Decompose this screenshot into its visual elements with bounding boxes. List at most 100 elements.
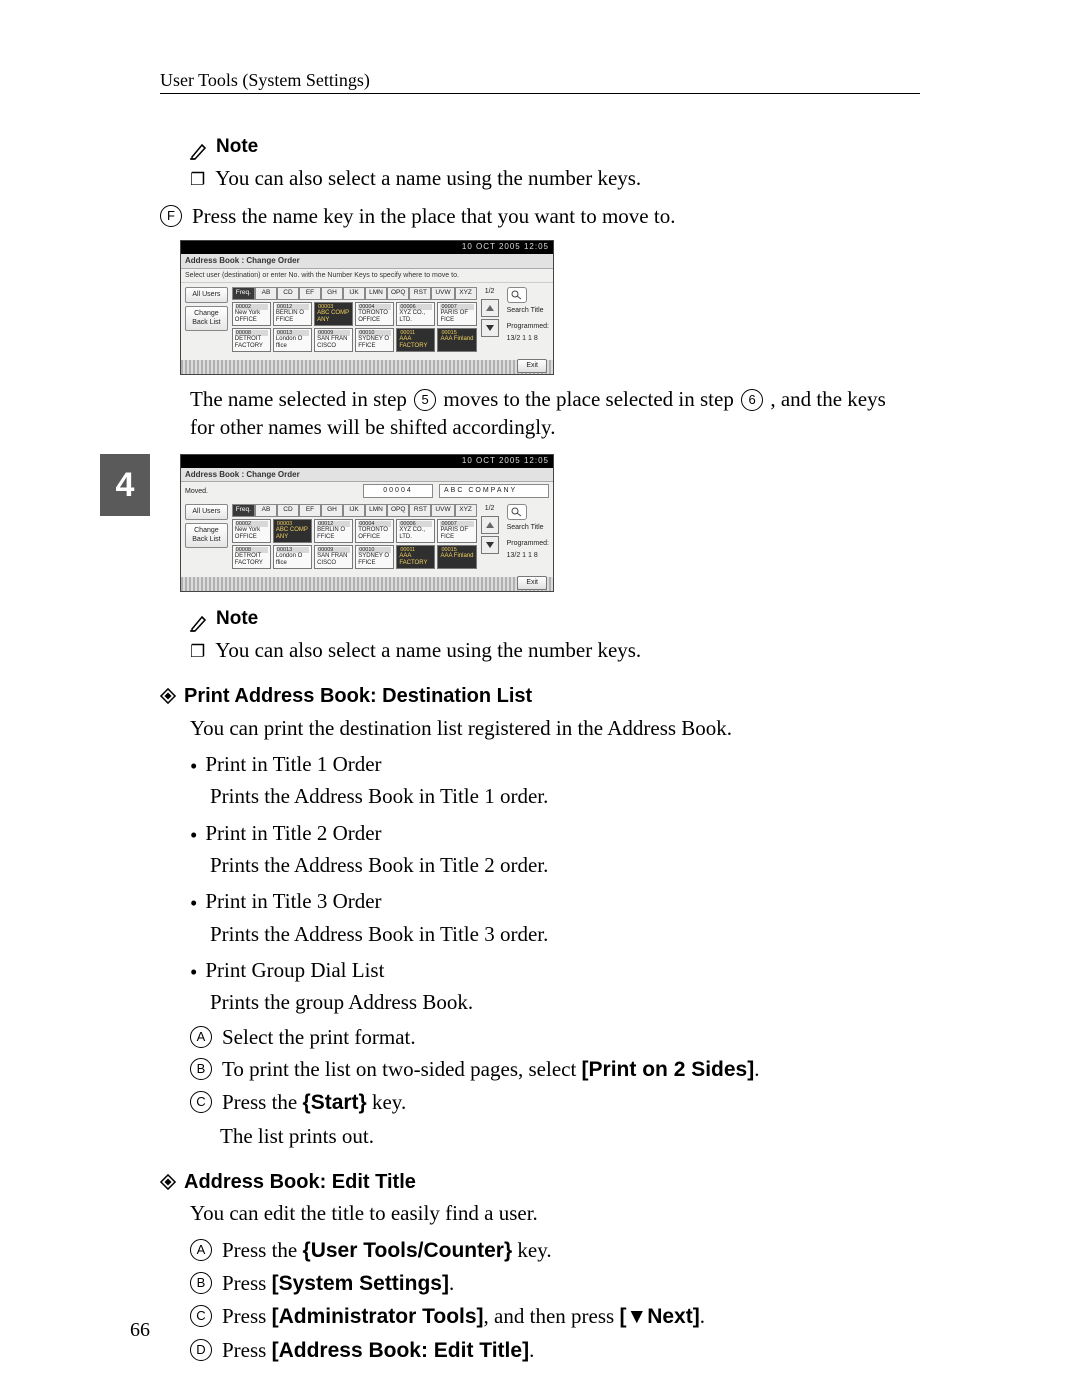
address-cell[interactable]: 00008DETROIT FACTORY xyxy=(232,545,271,569)
panel-tab[interactable]: AB xyxy=(255,287,277,300)
step-text: Press [System Settings]. xyxy=(222,1269,454,1298)
address-cell[interactable]: 00006XYZ CO., LTD. xyxy=(396,519,435,543)
address-cell[interactable]: 00009SAN FRAN CISCO xyxy=(314,328,353,352)
panel-exit-button[interactable]: Exit xyxy=(517,359,547,372)
bullet-item: • Print in Title 3 Order xyxy=(190,887,910,917)
sec1-step3: C Press the {Start} key. xyxy=(190,1088,910,1117)
hardkey-label: Start xyxy=(311,1091,359,1114)
address-cell[interactable]: 00004TORONTO OFFICE xyxy=(355,519,394,543)
hardkey-start: {Start} xyxy=(303,1091,367,1114)
change-back-button[interactable]: Change Back List xyxy=(185,306,228,331)
txt: . xyxy=(449,1271,454,1295)
panel-tab[interactable]: LMN xyxy=(365,504,387,517)
panel-tab[interactable]: UVW xyxy=(431,287,454,300)
programmed-count: 13/2 1 1 8 xyxy=(507,551,538,560)
panel-page-indicator: 1/2 xyxy=(485,504,495,513)
panel-pager: 1/2 xyxy=(481,287,499,352)
step-circle: A xyxy=(190,1239,212,1261)
address-cell[interactable]: 00003ABC COMP ANY xyxy=(273,519,312,543)
address-cell[interactable]: 00002New York OFFICE xyxy=(232,302,271,326)
panel-tab[interactable]: CD xyxy=(277,287,299,300)
sec1-step1: A Select the print format. xyxy=(190,1023,910,1051)
panel-tab[interactable]: CD xyxy=(277,504,299,517)
panel-tab[interactable]: XYZ xyxy=(455,287,477,300)
section-head-print: Print Address Book: Destination List xyxy=(160,682,910,711)
txt: key. xyxy=(512,1238,551,1262)
panel-tab[interactable]: OPQ xyxy=(387,504,409,517)
panel-tab[interactable]: RST xyxy=(409,504,431,517)
screenshot-1: 10 OCT 2005 12:05 Address Book : Change … xyxy=(180,240,910,375)
sec1-step2: B To print the list on two-sided pages, … xyxy=(190,1055,910,1084)
address-cell[interactable]: 00004TORONTO OFFICE xyxy=(355,302,394,326)
panel-tab[interactable]: EF xyxy=(299,504,321,517)
address-cell[interactable]: 00013London O ffice xyxy=(273,328,312,352)
address-cell[interactable]: 00007PARIS OF FICE xyxy=(437,519,476,543)
sec1-step3-sub: The list prints out. xyxy=(220,1122,910,1150)
bullet-icon: • xyxy=(190,958,197,986)
section2-intro: You can edit the title to easily find a … xyxy=(190,1199,910,1227)
note-body: ❐ You can also select a name using the n… xyxy=(190,636,910,664)
address-cell[interactable]: 00015AAA Finland xyxy=(437,545,476,569)
panel-tab[interactable]: LMN xyxy=(365,287,387,300)
address-cell[interactable]: 00012BERLIN O FFICE xyxy=(273,302,312,326)
address-cell[interactable]: 00012BERLIN O FFICE xyxy=(314,519,353,543)
address-cell[interactable]: 00002New York OFFICE xyxy=(232,519,271,543)
panel-up-arrow[interactable] xyxy=(481,299,499,317)
panel-tab[interactable]: GH xyxy=(321,287,343,300)
bullet-icon: • xyxy=(190,889,197,917)
address-cell[interactable]: 00006XYZ CO., LTD. xyxy=(396,302,435,326)
panel-tab[interactable]: IJK xyxy=(343,504,365,517)
softkey-edit-title: [Address Book: Edit Title] xyxy=(272,1339,529,1362)
panel-tab[interactable]: OPQ xyxy=(387,287,409,300)
panel-exit-button[interactable]: Exit xyxy=(517,576,547,589)
address-cell[interactable]: 00003ABC COMP ANY xyxy=(314,302,353,326)
section1-intro: You can print the destination list regis… xyxy=(190,714,910,742)
all-users-button[interactable]: All Users xyxy=(185,504,228,519)
panel-tab[interactable]: Freq. xyxy=(232,287,255,300)
panel-tab[interactable]: IJK xyxy=(343,287,365,300)
panel-tab[interactable]: GH xyxy=(321,504,343,517)
panel-tab[interactable]: RST xyxy=(409,287,431,300)
move-description: The name selected in step 5 moves to the… xyxy=(190,385,910,442)
content: Note ❐ You can also select a name using … xyxy=(190,134,910,1365)
search-icon[interactable] xyxy=(507,504,527,520)
step-circle: B xyxy=(190,1058,212,1080)
step-circle: C xyxy=(190,1305,212,1327)
txt: , and then press xyxy=(484,1304,620,1328)
panel-tab[interactable]: UVW xyxy=(431,504,454,517)
sec2-step3: C Press [Administrator Tools], and then … xyxy=(190,1302,910,1331)
change-back-button[interactable]: Change Back List xyxy=(185,523,228,548)
address-cell[interactable]: 00010SYDNEY O FFICE xyxy=(355,545,394,569)
step-text: Press [Address Book: Edit Title]. xyxy=(222,1336,534,1365)
panel-up-arrow[interactable] xyxy=(481,516,499,534)
section-head-edit-title: Address Book: Edit Title xyxy=(160,1168,910,1197)
bullet-icon: • xyxy=(190,821,197,849)
panel-tab[interactable]: AB xyxy=(255,504,277,517)
txt: To print the list on two-sided pages, se… xyxy=(222,1057,582,1081)
panel-down-arrow[interactable] xyxy=(481,319,499,337)
inline-step-5: 5 xyxy=(414,389,436,411)
panel-tab[interactable]: EF xyxy=(299,287,321,300)
address-cell[interactable]: 00011AAA FACTORY xyxy=(396,545,435,569)
address-cell[interactable]: 00008DETROIT FACTORY xyxy=(232,328,271,352)
address-cell[interactable]: 00011AAA FACTORY xyxy=(396,328,435,352)
search-icon[interactable] xyxy=(507,287,527,303)
panel-down-arrow[interactable] xyxy=(481,536,499,554)
panel-body: All Users Change Back List Freq. AB CD E… xyxy=(181,283,553,356)
panel-status-bar: 10 OCT 2005 12:05 xyxy=(181,241,553,254)
panel-hatch: Exit xyxy=(181,360,553,374)
address-cell[interactable]: 00010SYDNEY O FFICE xyxy=(355,328,394,352)
note-heading: Note xyxy=(190,134,910,160)
address-cell[interactable]: 00013London O ffice xyxy=(273,545,312,569)
all-users-button[interactable]: All Users xyxy=(185,287,228,302)
panel-tab[interactable]: XYZ xyxy=(455,504,477,517)
address-cell[interactable]: 00009SAN FRAN CISCO xyxy=(314,545,353,569)
panel-tab[interactable]: Freq. xyxy=(232,504,255,517)
panel-tabs: Freq. AB CD EF GH IJK LMN OPQ RST UVW XY… xyxy=(232,287,477,300)
address-cell[interactable]: 00015AAA Finland xyxy=(437,328,476,352)
sec2-step1: A Press the {User Tools/Counter} key. xyxy=(190,1236,910,1265)
txt: key. xyxy=(367,1090,406,1114)
note-text: You can also select a name using the num… xyxy=(215,636,641,664)
address-cell[interactable]: 00007PARIS OF FICE xyxy=(437,302,476,326)
panel-cells-row1: 00002New York OFFICE00012BERLIN O FFICE0… xyxy=(232,302,477,326)
